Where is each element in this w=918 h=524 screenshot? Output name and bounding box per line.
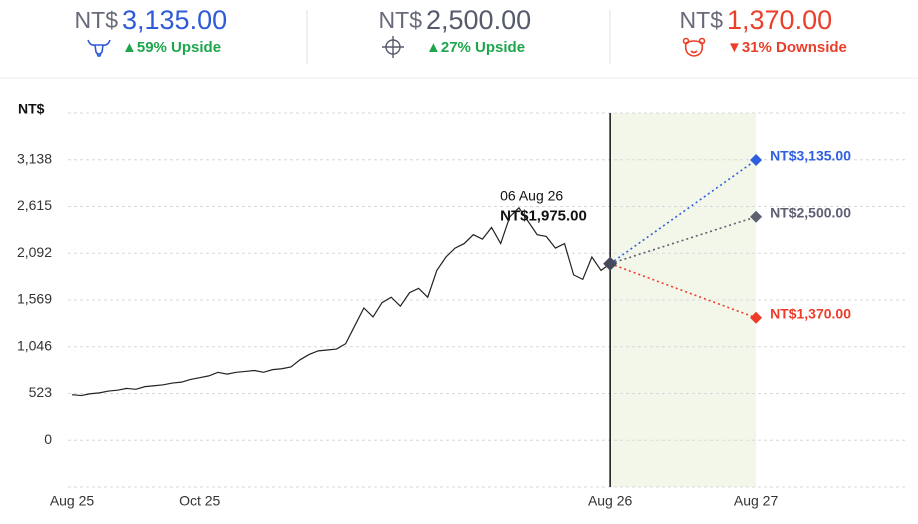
x-tick-label: Aug 25 [50, 493, 95, 509]
last-price-marker [603, 256, 618, 271]
forecast-label: NT$3,135.00 [770, 148, 851, 164]
y-tick-label: 1,569 [17, 291, 52, 307]
forecast-marker [750, 311, 763, 324]
forecast-label: NT$2,500.00 [770, 204, 851, 220]
currency: NT$ [379, 7, 423, 33]
forecast-marker [750, 210, 763, 223]
change: ▼31% Downside [727, 39, 847, 56]
bear-icon [682, 37, 706, 57]
y-axis-label: NT$ [18, 101, 45, 117]
tooltip-value: NT$1,975.00 [500, 208, 587, 225]
y-tick-label: 3,138 [17, 150, 52, 166]
forecast-line [609, 262, 757, 319]
forecast-label: NT$1,370.00 [770, 305, 851, 321]
bull-icon [87, 39, 111, 57]
target-icon [382, 36, 404, 58]
price: 3,135.00 [122, 5, 227, 35]
price: 2,500.00 [426, 5, 531, 35]
tooltip-date: 06 Aug 26 [500, 187, 563, 203]
price: 1,370.00 [727, 5, 832, 35]
x-tick-label: Aug 26 [588, 493, 633, 509]
y-tick-label: 2,092 [17, 244, 52, 260]
currency: NT$ [75, 7, 119, 33]
y-tick-label: 2,615 [17, 197, 52, 213]
price-line [71, 206, 611, 397]
x-tick-label: Aug 27 [734, 493, 779, 509]
forecast-marker [750, 154, 763, 167]
y-tick-label: 523 [29, 384, 53, 400]
header-bg [0, 0, 918, 78]
currency: NT$ [680, 7, 724, 33]
change: ▲27% Upside [426, 39, 525, 56]
y-tick-label: 0 [44, 431, 52, 447]
forecast-line [609, 216, 757, 265]
change: ▲59% Upside [122, 39, 221, 56]
x-tick-label: Oct 25 [179, 493, 220, 509]
y-tick-label: 1,046 [17, 337, 52, 353]
